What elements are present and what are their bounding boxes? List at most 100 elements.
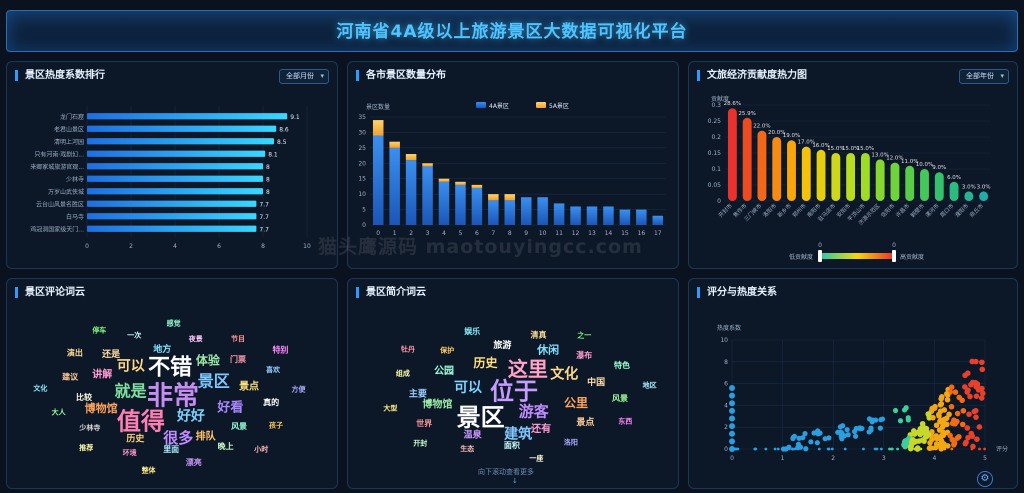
value-label: 17.0% [798, 140, 815, 146]
bar [742, 117, 752, 201]
value-label: 11.0% [901, 159, 918, 165]
y-tick-label: 5 [362, 207, 366, 214]
scatter-point [729, 392, 735, 399]
bar [87, 138, 274, 145]
year-select[interactable]: 全部年份 ▾ [959, 69, 1009, 84]
x-tick-label: 6 [475, 230, 479, 237]
visualmap-min-label: 0 [818, 242, 822, 249]
scatter-point [973, 414, 979, 420]
panel-title: 评分与热度关系 [697, 287, 777, 298]
scatter-point [983, 447, 987, 451]
visualmap-low-label: 低贡献度 [789, 253, 813, 261]
bar [757, 130, 767, 201]
scatter-point [783, 446, 789, 452]
scatter-point [917, 426, 924, 432]
scatter-point [896, 447, 899, 451]
x-tick-label: 17 [654, 230, 662, 237]
cloud-word: 休闲 [536, 343, 559, 357]
cloud-word: 方便 [292, 385, 307, 394]
scatter-point [729, 438, 735, 445]
x-tick-label: 周口市 [938, 201, 956, 219]
scatter-point [967, 393, 973, 400]
cloud-word: 温泉 [464, 428, 483, 440]
cloud-word: 大人 [52, 407, 67, 416]
x-tick-label: 12 [572, 230, 580, 237]
value-label: 16.0% [812, 143, 829, 149]
y-tick-label: 25 [358, 145, 366, 152]
y-tick-label: 6 [724, 381, 728, 388]
scatter-point [817, 447, 821, 451]
scatter-point [944, 396, 951, 403]
bar-4a [455, 184, 466, 225]
scatter-point [959, 421, 966, 428]
y-axis-label: 贡献度 [711, 95, 729, 103]
value-label: 8 [266, 164, 270, 171]
x-tick-label: 2 [409, 230, 413, 237]
cloud-word: 节目 [231, 334, 245, 343]
scroll-hint[interactable]: 向下滚动查看更多 [478, 468, 534, 476]
x-tick-label: 7 [491, 230, 495, 237]
cloud-word: 漂亮 [186, 457, 202, 467]
month-select[interactable]: 全部月份 ▾ [279, 69, 329, 84]
x-axis-label: 评分 [996, 445, 1008, 453]
scatter-point [796, 435, 802, 441]
category-label: 云台山风景名胜区 [36, 200, 84, 208]
cloud-word: 景区 [457, 404, 505, 432]
bar [860, 153, 870, 201]
cloud-word: 景区 [198, 371, 230, 390]
value-label: 8.6 [279, 126, 289, 133]
bar [905, 165, 915, 201]
bar [846, 153, 856, 201]
panel-title: 文旅经济贡献度热力图 [697, 70, 807, 81]
scatter-point [956, 433, 962, 440]
scatter-point [964, 389, 970, 395]
scatter-point [826, 447, 830, 451]
bar-4a [438, 181, 450, 225]
bar-4a [586, 206, 598, 225]
bar [87, 200, 257, 207]
bar [816, 149, 826, 201]
scatter-point [839, 430, 845, 436]
y-tick-label: 0.15 [708, 150, 722, 157]
scatter-point [943, 447, 947, 451]
cloud-word: 真的 [263, 397, 279, 407]
settings-gear-icon[interactable]: ⚙ [977, 471, 993, 487]
visualmap-handle-low [818, 250, 822, 262]
cloud-word: 建筑 [504, 425, 532, 442]
scatter-point [938, 401, 945, 407]
bar [772, 137, 782, 201]
scatter-point [877, 425, 883, 431]
scatter-point [978, 395, 985, 401]
cloud-word: 游客 [519, 403, 550, 421]
cloud-word: 晚上 [218, 441, 234, 451]
scatter-point [971, 408, 978, 415]
scatter-point [764, 447, 768, 451]
scroll-down-icon[interactable]: ↓ [512, 477, 518, 485]
scatter-point [815, 428, 821, 434]
score-heat-panel: 评分与热度关系 热度系数 评分 0 2 4 6 8 10 0 1 2 3 4 5 [688, 278, 1018, 489]
cloud-word: 少林寺 [78, 423, 100, 432]
scatter-point [974, 381, 981, 387]
cloud-word: 文化 [550, 366, 578, 383]
cloud-word: 可以 [454, 380, 482, 396]
scatter-point [808, 439, 814, 445]
scatter-point [921, 438, 927, 444]
bar-4a [405, 160, 417, 225]
bar-4a [504, 200, 516, 225]
bar [875, 159, 885, 201]
scatter-point [773, 447, 777, 451]
panel-title: 景区简介词云 [356, 287, 426, 298]
cloud-word: 就是 [114, 382, 146, 401]
cloud-word: 值得 [117, 408, 165, 436]
x-tick-label: 4 [442, 230, 446, 237]
x-tick-label: 0 [85, 243, 89, 250]
cloud-word: 公里 [564, 395, 588, 410]
legend-swatch [476, 102, 486, 108]
scatter-point [930, 414, 936, 421]
cloud-word: 整体 [141, 465, 157, 474]
x-tick-label: 2 [129, 243, 133, 250]
scatter-point [929, 405, 935, 412]
y-tick-label: 20 [358, 160, 366, 167]
value-label: 25.9% [738, 111, 755, 117]
scatter-point [933, 422, 940, 429]
